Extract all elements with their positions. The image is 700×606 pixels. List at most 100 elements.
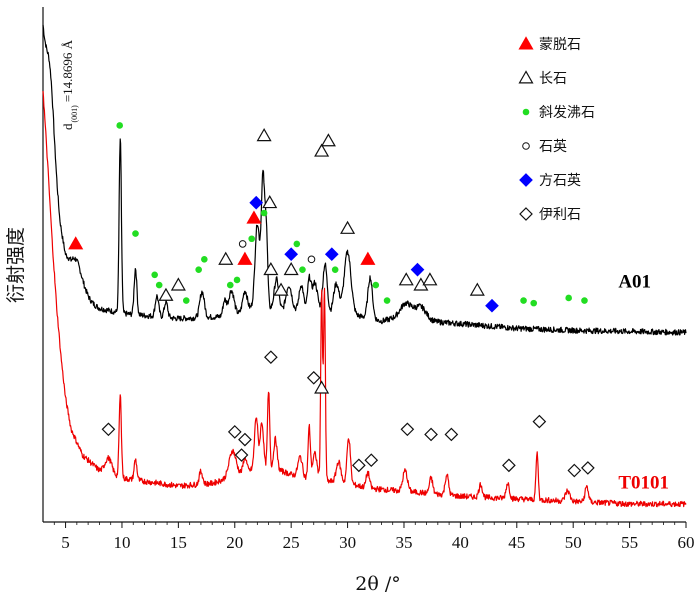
x-axis-title: 2θ /° xyxy=(355,573,400,595)
x-tick-label: 45 xyxy=(508,533,525,552)
x-tick-label: 40 xyxy=(452,533,469,552)
legend-label-quartz: 石英 xyxy=(539,138,567,155)
legend-label-smectite: 蒙脱石 xyxy=(539,37,581,53)
clinoptilolite-marker xyxy=(522,108,530,116)
clinoptilolite-marker xyxy=(226,281,234,289)
quartz-marker xyxy=(522,142,530,150)
clinoptilolite-marker xyxy=(155,281,163,289)
x-tick-label: 25 xyxy=(283,533,300,552)
illite-marker xyxy=(352,458,366,473)
illite-marker xyxy=(502,458,516,473)
illite-marker xyxy=(238,432,252,447)
clinoptilolite-marker xyxy=(195,266,202,273)
smectite-marker xyxy=(518,36,534,50)
clinoptilolite-marker xyxy=(233,276,241,284)
x-tick-label: 15 xyxy=(170,533,187,552)
feldspar-marker xyxy=(170,277,186,291)
cristobalite-marker xyxy=(485,298,499,313)
illite-marker xyxy=(364,453,379,468)
illite-marker xyxy=(532,414,547,429)
quartz-marker xyxy=(307,255,316,264)
x-tick-label: 30 xyxy=(339,533,356,552)
cristobalite-marker xyxy=(410,262,425,277)
illite-marker xyxy=(264,350,278,365)
feldspar-marker xyxy=(340,220,356,234)
cristobalite-marker xyxy=(324,247,339,262)
svg-text:d(001)=14.8696 Å: d(001) =14.8696 Å xyxy=(60,39,79,130)
x-tick-label: 10 xyxy=(113,533,130,552)
x-axis-ticks: 5 10 15 20 25 30 35 40 45 50 55 60 xyxy=(53,522,695,552)
feldspar-marker xyxy=(262,194,278,209)
clinoptilolite-marker xyxy=(132,230,139,237)
feldspar-marker xyxy=(158,287,174,301)
smectite-marker xyxy=(360,251,376,265)
quartz-marker xyxy=(238,240,247,248)
clinoptilolite-marker xyxy=(331,266,339,273)
feldspar-marker xyxy=(398,272,414,286)
legend-label-cristobalite: 方石英 xyxy=(539,172,581,189)
d-spacing-subscript: (001) xyxy=(70,105,79,123)
illite-marker xyxy=(581,461,595,475)
peak-markers xyxy=(68,122,595,478)
x-tick-label: 60 xyxy=(678,533,695,552)
smectite-marker xyxy=(237,251,253,265)
feldspar-marker xyxy=(218,251,234,265)
series-label-t0101: T0101 xyxy=(618,473,669,494)
feldspar-marker xyxy=(314,380,330,394)
feldspar-marker xyxy=(314,143,330,157)
legend-label-feldspar: 长石 xyxy=(539,71,567,87)
cristobalite-marker xyxy=(249,195,264,210)
feldspar-marker xyxy=(422,272,438,286)
feldspar-marker xyxy=(469,282,485,296)
clinoptilolite-marker xyxy=(248,235,255,243)
clinoptilolite-marker xyxy=(565,294,572,302)
smectite-marker xyxy=(68,236,84,250)
trace-t0101 xyxy=(42,91,687,508)
traces xyxy=(42,24,687,508)
clinoptilolite-marker xyxy=(116,122,124,129)
series-labels: A01 T0101 xyxy=(618,272,669,494)
illite-marker xyxy=(519,207,533,221)
clinoptilolite-marker xyxy=(530,299,538,307)
x-tick-label: 20 xyxy=(226,533,243,552)
smectite-marker xyxy=(246,210,262,224)
clinoptilolite-marker xyxy=(260,209,268,217)
illite-marker xyxy=(227,425,242,439)
feldspar-marker xyxy=(320,133,336,147)
d-spacing-value: =14.8696 Å xyxy=(60,39,75,102)
illite-marker xyxy=(234,448,249,462)
clinoptilolite-marker xyxy=(151,271,158,279)
illite-marker xyxy=(444,427,459,442)
cristobalite-marker xyxy=(519,173,533,187)
y-axis-title: 衍射强度 xyxy=(5,227,27,303)
feldspar-marker xyxy=(283,261,299,276)
illite-marker xyxy=(567,463,582,478)
clinoptilolite-marker xyxy=(581,297,588,304)
illite-marker xyxy=(400,422,415,437)
feldspar-marker xyxy=(263,261,279,276)
clinoptilolite-marker xyxy=(293,240,301,248)
feldspar-marker xyxy=(256,128,272,142)
feldspar-marker xyxy=(273,282,289,296)
x-tick-label: 50 xyxy=(565,533,582,552)
series-label-a01: A01 xyxy=(618,272,651,293)
illite-marker xyxy=(306,370,321,385)
x-tick-label: 55 xyxy=(621,533,638,552)
clinoptilolite-marker xyxy=(372,281,380,289)
d-spacing-symbol: d xyxy=(60,123,75,130)
trace-a01 xyxy=(42,24,687,336)
legend-label-illite: 伊利石 xyxy=(539,207,581,223)
illite-marker xyxy=(101,422,116,437)
clinoptilolite-marker xyxy=(201,256,208,263)
legend-label-clinoptilolite: 斜发沸石 xyxy=(539,105,595,121)
clinoptilolite-marker xyxy=(299,266,306,273)
illite-marker xyxy=(424,427,438,442)
clinoptilolite-marker xyxy=(383,297,391,304)
clinoptilolite-marker xyxy=(520,297,527,304)
x-tick-label: 35 xyxy=(395,533,412,552)
cristobalite-marker xyxy=(284,247,299,262)
d-spacing-annotation: d(001) =14.8696 Å xyxy=(60,39,79,130)
x-tick-label: 5 xyxy=(61,533,70,552)
